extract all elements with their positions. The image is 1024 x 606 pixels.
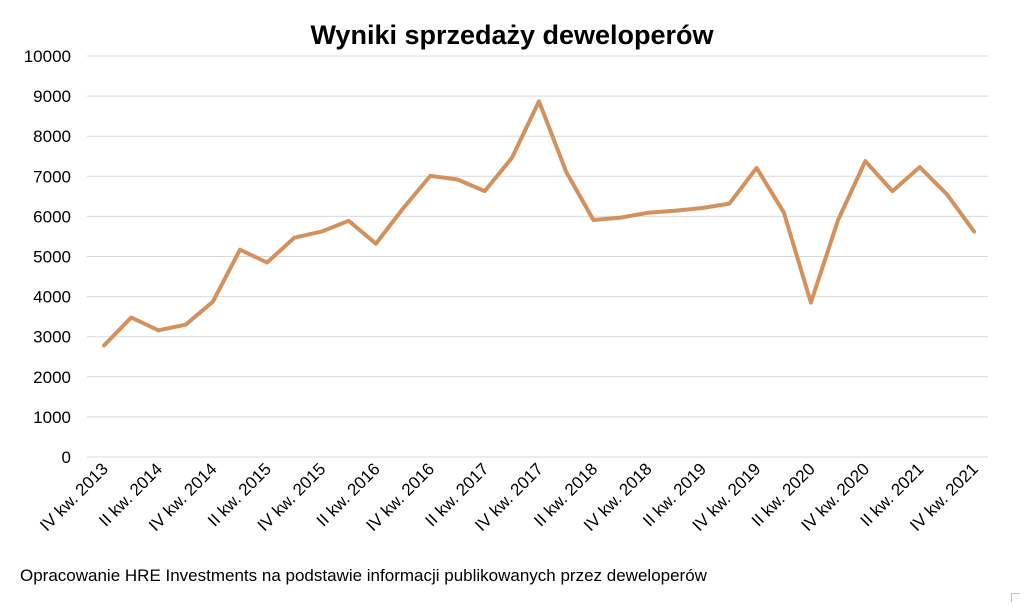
data-point [266,261,268,264]
data-point [565,171,568,173]
data-point [293,236,296,239]
gridlines [87,55,988,458]
y-axis-tick-labels: 0 1000 2000 3000 4000 5000 6000 7000 8000 9000 100… [24,47,71,467]
chart-title: Wyniki sprzedaży deweloperów [310,20,714,50]
corner-resize-mark [1011,593,1020,602]
y-tick-label: 9000 [33,87,71,106]
data-point [456,178,459,181]
data-point [130,316,132,319]
data-point [810,301,812,304]
data-point [103,344,105,347]
data-point [701,207,703,209]
y-tick-label: 4000 [33,288,71,307]
y-tick-label: 0 [62,448,71,467]
y-tick-label: 2000 [33,368,71,387]
data-point [864,160,867,162]
data-point [538,100,540,103]
data-point [973,230,975,233]
y-tick-label: 7000 [33,167,71,186]
data-point [728,202,731,205]
x-tick-label: IV kw. 2013 [36,459,112,535]
data-point [184,323,187,326]
source-note: Opracowanie HRE Investments na podstawie… [20,566,707,585]
y-tick-label: 1000 [33,408,71,427]
y-tick-label: 8000 [33,127,71,146]
data-point [619,216,622,219]
data-point [592,219,595,221]
data-point [946,193,948,196]
data-point [755,167,758,169]
data-point [429,175,432,177]
data-point [375,242,377,245]
data-point [347,220,350,222]
data-point [211,301,214,303]
data-point [674,209,676,212]
data-point [483,190,486,192]
y-tick-label: 3000 [33,328,71,347]
y-tick-label: 5000 [33,248,71,267]
data-point [320,230,323,233]
series-layer [102,99,977,348]
data-point [782,211,785,214]
data-point [402,207,404,210]
data-point [239,248,241,251]
data-point [157,329,160,332]
y-tick-label: 10000 [24,47,71,66]
series-line-0 [102,99,977,348]
data-point [918,166,921,168]
data-point [511,157,513,159]
data-point [891,190,894,192]
data-point [647,211,649,214]
data-point [837,219,839,221]
y-tick-label: 6000 [33,207,71,226]
